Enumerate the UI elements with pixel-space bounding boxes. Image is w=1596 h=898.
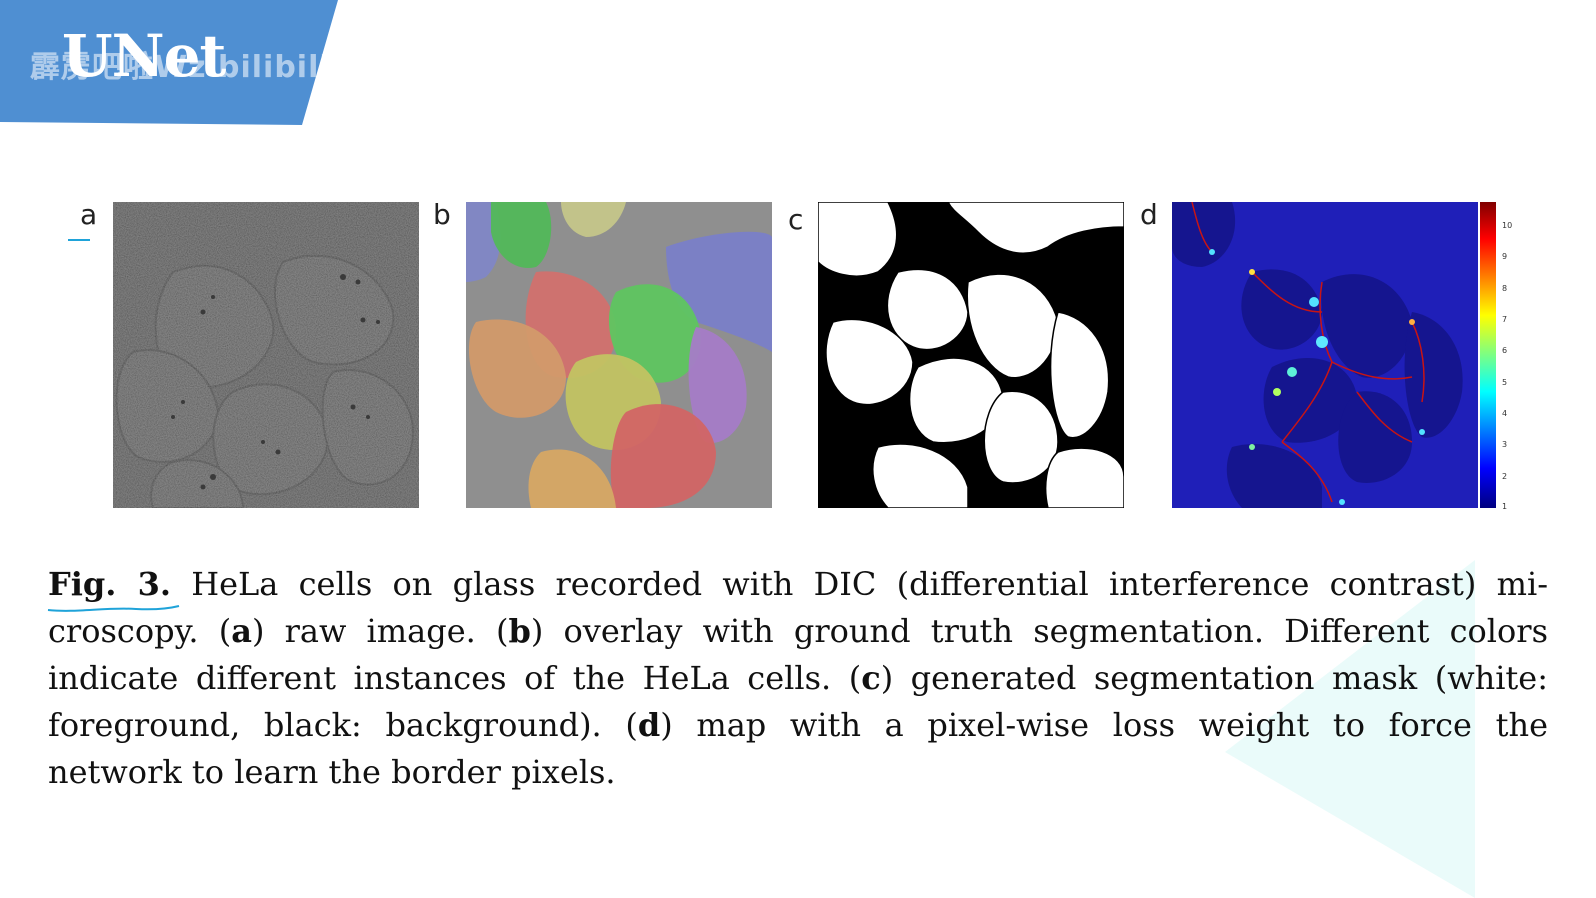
colorbar-tick: 10 xyxy=(1502,221,1513,230)
caption-line-1: Fig. 3. HeLa cells on glass recorded wit… xyxy=(48,561,1548,608)
caption-line-2: croscopy. (a) raw image. (b) overlay wit… xyxy=(48,608,1548,655)
colorbar-tick: 9 xyxy=(1502,252,1508,261)
panel-ref-b: b xyxy=(508,612,531,650)
caption-text: ) raw image. ( xyxy=(251,612,509,650)
watermark: 霹雳吧啦Wz bilibili xyxy=(30,50,331,85)
caption-line-3: indicate different instances of the HeLa… xyxy=(48,655,1548,702)
panel-a-raw-image xyxy=(113,202,419,508)
colorbar-tick: 4 xyxy=(1502,409,1508,418)
panel-d-weight-map xyxy=(1172,202,1478,508)
panel-ref-d: d xyxy=(637,706,661,744)
annotation-underline xyxy=(47,605,180,612)
caption-text: ) overlay with ground truth segmentation… xyxy=(530,612,1549,650)
colorbar-tick: 5 xyxy=(1502,378,1508,387)
colorbar-tick: 1 xyxy=(1502,502,1508,511)
colorbar-tick: 6 xyxy=(1502,346,1508,355)
figure-caption: Fig. 3. HeLa cells on glass recorded wit… xyxy=(48,561,1548,796)
figure-label: Fig. 3. xyxy=(48,565,171,603)
panel-b-overlay xyxy=(466,202,772,508)
caption-text: croscopy. ( xyxy=(48,612,232,650)
title-banner: 霹雳吧啦Wz bilibili UNet xyxy=(0,0,340,125)
caption-text: ) generated segmentation mask (white: xyxy=(880,659,1549,697)
caption-line-4: foreground, black: background). (d) map … xyxy=(48,702,1548,749)
colorbar-tick: 8 xyxy=(1502,284,1508,293)
panel-ref-c: c xyxy=(861,659,881,697)
colorbar-tick: 3 xyxy=(1502,440,1508,449)
panel-label-a: a xyxy=(80,198,98,231)
annotation-underline xyxy=(68,239,90,241)
colorbar-tick: 7 xyxy=(1502,315,1508,324)
caption-line-5: network to learn the border pixels. xyxy=(48,753,616,791)
slide-title: UNet xyxy=(62,22,226,90)
caption-text: foreground, black: background). ( xyxy=(48,706,638,744)
panel-label-d: d xyxy=(1140,198,1158,231)
colorbar-tick: 2 xyxy=(1502,472,1508,481)
caption-text: indicate different instances of the HeLa… xyxy=(48,659,862,697)
caption-text: HeLa cells on glass recorded with DIC (d… xyxy=(170,565,1549,603)
colorbar xyxy=(1480,202,1496,508)
panel-label-b: b xyxy=(433,198,451,231)
panel-c-segmentation-mask xyxy=(818,202,1124,508)
caption-text: ) map with a pixel-wise loss weight to f… xyxy=(660,706,1548,744)
panel-label-c: c xyxy=(788,203,804,236)
panel-ref-a: a xyxy=(231,612,252,650)
